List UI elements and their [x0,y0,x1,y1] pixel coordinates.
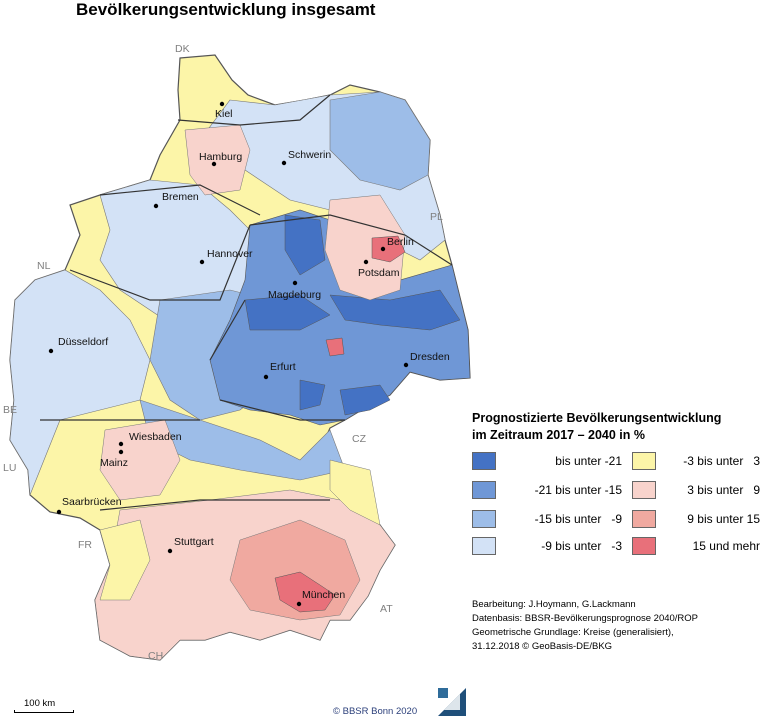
country-label-ch: CH [148,650,163,662]
city-dot-mainz [118,449,124,455]
legend-label: 15 und mehr [692,539,760,553]
city-dot-magdeburg [292,280,298,286]
region-dark-blue-5 [299,379,326,411]
country-label-lu: LU [3,462,16,474]
legend-item: -15 bis unter -9 [472,510,622,528]
city-dot-muenchen [296,601,302,607]
city-dot-wiesbaden [118,441,124,447]
map-title: Bevölkerungsentwicklung insgesamt [76,0,376,19]
region-dark-blue-2 [329,289,461,331]
legend-swatch [472,481,496,499]
scale-bar-line [14,710,74,713]
credits-line: Datenbasis: BBSR-Bevölkerungsprognose 20… [472,613,699,624]
city-label-schwerin: Schwerin [288,149,331,161]
country-label-at: AT [380,603,393,615]
state-borders [40,94,453,511]
city-label-mainz: Mainz [100,457,128,469]
city-label-potsdam: Potsdam [358,267,400,279]
legend-item: -3 bis unter 3 [632,452,760,470]
city-label-erfurt: Erfurt [270,361,296,373]
country-label-pl: PL [430,211,443,223]
scale-label: 100 km [24,698,56,709]
city-label-dresden: Dresden [410,351,450,363]
region-red-berlin [371,235,406,263]
country-label-fr: FR [78,539,92,551]
legend-label: bis unter -21 [555,454,622,468]
legend-item: -9 bis unter -3 [472,537,622,555]
city-label-berlin: Berlin [387,236,414,248]
region-red-leipzig [325,337,345,357]
city-dot-duesseldorf [48,348,54,354]
legend-swatch [632,452,656,470]
legend-label: 9 bis unter 15 [687,512,760,526]
copyright-text: © BBSR Bonn 2020 [333,706,418,717]
legend-swatch [632,510,656,528]
city-dot-potsdam [363,259,369,265]
region-light-blue-west [9,269,151,496]
city-dot-dresden [403,362,409,368]
country-label-nl: NL [37,260,51,272]
region-dark-blue-3 [244,294,331,331]
city-label-magdeburg: Magdeburg [268,289,321,301]
legend-swatch [472,510,496,528]
country-labels: DK PL NL BE LU CZ FR AT CH [3,43,443,662]
city-dot-erfurt [263,374,269,380]
region-medium-blue-east [329,91,431,191]
legend-swatch [472,537,496,555]
city-label-hannover: Hannover [207,248,253,260]
region-pink-berlin [324,194,406,301]
city-label-wiesbaden: Wiesbaden [129,431,182,443]
legend-label: -9 bis unter -3 [541,539,622,553]
city-dot-hamburg [211,161,217,167]
credits-line: Bearbeitung: J.Hoymann, G.Lackmann [472,599,636,610]
city-labels: Kiel Hamburg Schwerin Bremen Berlin Hann… [58,108,450,601]
bbsr-logo [436,686,468,718]
city-dot-saarbruecken [56,509,62,515]
city-label-hamburg: Hamburg [199,151,242,163]
legend-label: -21 bis unter -15 [534,483,622,497]
city-dot-schwerin [281,160,287,166]
city-label-saarbruecken: Saarbrücken [62,496,122,508]
legend-item: 3 bis unter 9 [632,481,760,499]
region-yellow-southwest [99,519,151,601]
legend-swatch [632,481,656,499]
country-label-be: BE [3,404,17,416]
legend-label: 3 bis unter 9 [687,483,760,497]
city-dot-hannover [199,259,205,265]
city-label-duesseldorf: Düsseldorf [58,336,108,348]
city-markers [48,101,409,607]
legend-title: Prognostizierte Bevölkerungsentwicklung … [472,410,721,444]
city-dot-stuttgart [167,548,173,554]
city-label-kiel: Kiel [215,108,233,120]
legend-item: bis unter -21 [472,452,622,470]
legend-title-line2: im Zeitraum 2017 – 2040 in % [472,428,646,442]
credits-line: 31.12.2018 © GeoBasis-DE/BKG [472,641,613,652]
city-dot-kiel [219,101,225,107]
credits-line: Geometrische Grundlage: Kreise (generali… [472,627,674,638]
city-label-stuttgart: Stuttgart [174,536,214,548]
region-yellow-east-bavaria [329,459,381,526]
legend-label: -15 bis unter -9 [534,512,622,526]
legend-swatch [472,452,496,470]
region-dark-blue-1 [284,214,326,276]
city-dot-berlin [380,246,386,252]
city-label-muenchen: München [302,589,345,601]
legend-item: 9 bis unter 15 [632,510,760,528]
credits: Bearbeitung: J.Hoymann, G.Lackmann Daten… [472,598,698,654]
city-dot-bremen [153,203,159,209]
region-dark-blue-4 [339,384,391,416]
legend-swatch [632,537,656,555]
legend-item: -21 bis unter -15 [472,481,622,499]
country-label-cz: CZ [352,433,367,445]
legend-title-line1: Prognostizierte Bevölkerungsentwicklung [472,411,722,425]
country-label-dk: DK [175,43,190,55]
legend-item: 15 und mehr [632,537,760,555]
city-label-bremen: Bremen [162,191,199,203]
region-red-munich [274,571,336,613]
legend-label: -3 bis unter 3 [683,454,760,468]
